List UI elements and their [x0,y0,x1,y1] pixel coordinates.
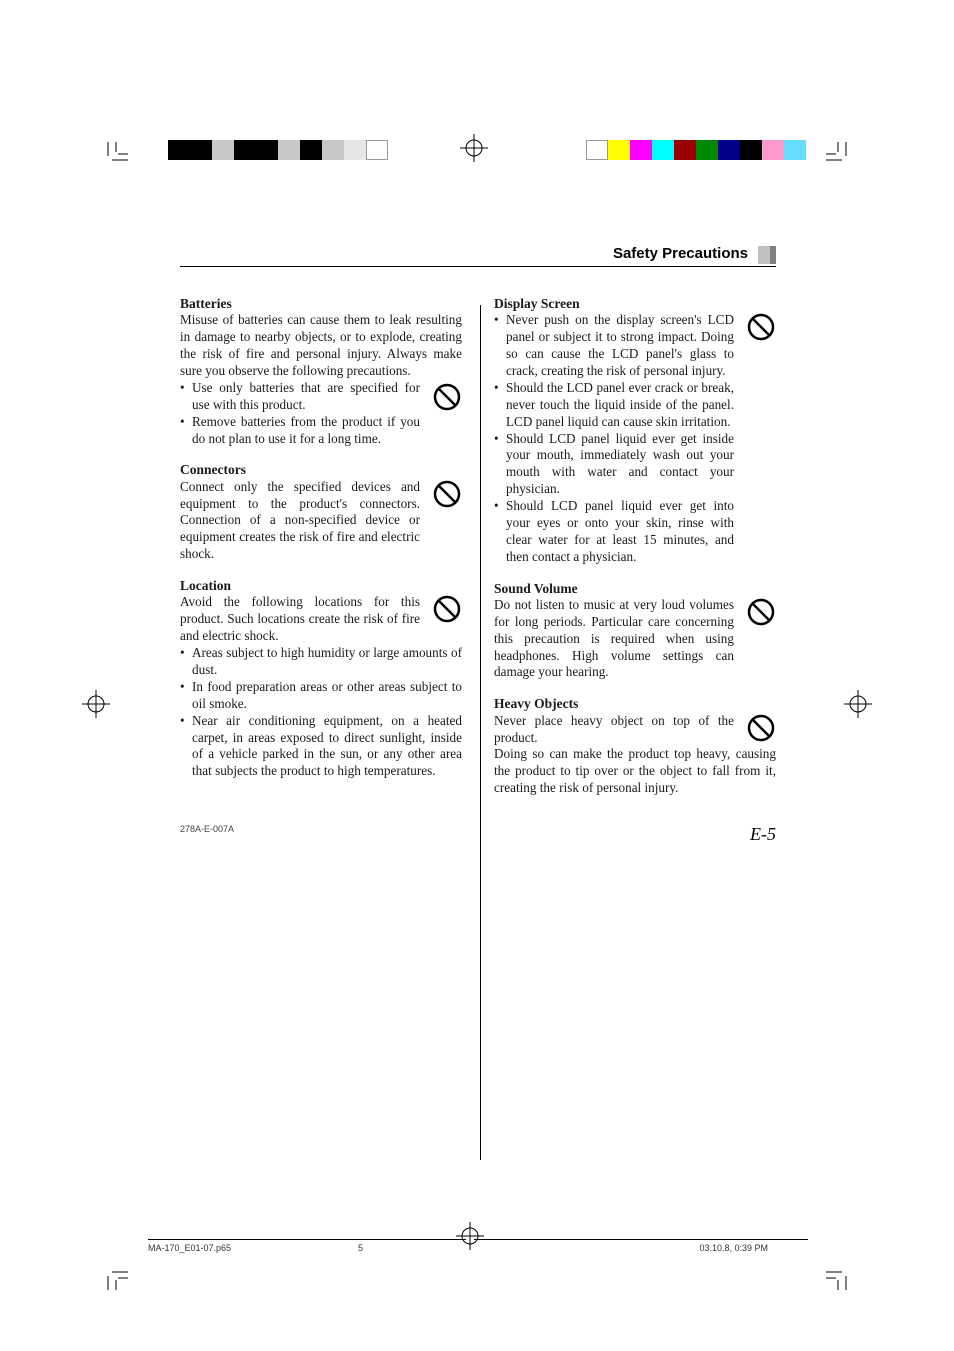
prohibit-icon [746,312,776,347]
section-title-batteries: Batteries [180,295,462,312]
header-title: Safety Precautions [613,245,748,262]
list-item: Should LCD panel liquid ever get into yo… [494,498,734,566]
list-item: In food preparation areas or other areas… [180,679,462,713]
right-column: Display Screen Never push on the display… [494,295,776,797]
crop-mark-br [826,1250,866,1290]
prohibit-icon [432,479,462,514]
print-sheet-page: 5 [358,1243,363,1253]
list-item: Near air conditioning equipment, on a he… [180,713,462,781]
crop-mark-tl [88,142,128,182]
print-timestamp: 03.10.8, 0:39 PM [699,1243,768,1253]
heavy-body2: Doing so can make the product top heavy,… [494,746,776,797]
prohibit-icon [746,713,776,748]
location-bullets: Areas subject to high humidity or large … [180,645,462,780]
crop-mark-tr [826,142,866,182]
left-column: Batteries Misuse of batteries can cause … [180,295,462,797]
batteries-bullets: Use only batteries that are specified fo… [180,380,420,448]
list-item: Use only batteries that are specified fo… [180,380,420,414]
section-title-connectors: Connectors [180,461,462,478]
header-badge-icon [758,246,776,264]
connectors-body: Connect only the specified devices and e… [180,479,420,563]
location-intro: Avoid the following locations for this p… [180,594,420,645]
batteries-intro: Misuse of batteries can cause them to le… [180,312,462,380]
printer-marks-top [0,140,954,176]
registration-mark-left [82,690,110,723]
section-title-heavy: Heavy Objects [494,695,776,712]
registration-mark-bottom [456,1222,484,1255]
section-title-display: Display Screen [494,295,776,312]
list-item: Remove batteries from the product if you… [180,414,420,448]
prohibit-icon [432,594,462,629]
crop-mark-bl [88,1250,128,1290]
print-file-name: MA-170_E01-07.p65 [148,1243,231,1253]
list-item: Should LCD panel liquid ever get inside … [494,431,734,499]
display-bullets: Never push on the display screen's LCD p… [494,312,734,565]
page-content: Safety Precautions Batteries Misuse of b… [180,245,776,797]
page-header: Safety Precautions [180,245,776,267]
section-title-sound: Sound Volume [494,580,776,597]
list-item: Areas subject to high humidity or large … [180,645,462,679]
registration-mark-top [460,134,488,167]
prohibit-icon [746,597,776,632]
page-footer: 278A-E-007A E-5 [180,824,776,845]
color-bar-cmyk [586,140,806,160]
registration-mark-right [844,690,872,723]
color-bar-grayscale [168,140,388,160]
heavy-body1: Never place heavy object on top of the p… [494,713,734,747]
page-number: E-5 [750,824,776,845]
list-item: Should the LCD panel ever crack or break… [494,380,734,431]
section-title-location: Location [180,577,462,594]
sound-body: Do not listen to music at very loud volu… [494,597,734,681]
doc-code: 278A-E-007A [180,824,234,845]
prohibit-icon [432,382,462,417]
list-item: Never push on the display screen's LCD p… [494,312,734,380]
